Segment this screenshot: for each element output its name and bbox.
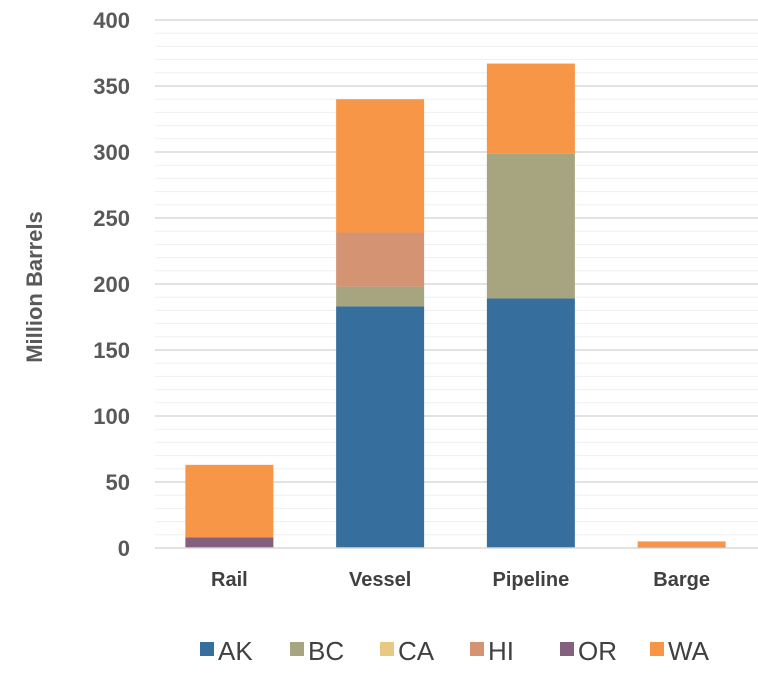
bar-vessel-bc: [336, 286, 425, 307]
y-tick-label: 50: [106, 470, 130, 495]
bar-pipeline-wa: [486, 63, 575, 154]
bar-vessel-ak: [336, 306, 425, 548]
legend-label-wa: WA: [668, 636, 710, 666]
y-tick-label: 100: [93, 404, 130, 429]
x-axis-labels: Rail Vessel Pipeline Barge: [211, 569, 710, 591]
gridlines: [155, 19, 758, 536]
legend-label-bc: BC: [308, 636, 344, 666]
bar-pipeline-bc: [486, 153, 575, 299]
y-tick-label: 0: [118, 536, 130, 561]
legend-swatch-or: [560, 642, 574, 656]
bar-rail-wa: [185, 464, 274, 538]
y-tick-label: 350: [93, 74, 130, 99]
y-axis-title: Million Barrels: [22, 211, 47, 363]
legend-label-hi: HI: [488, 636, 514, 666]
bars: [185, 63, 726, 548]
bar-vessel-wa: [336, 99, 425, 233]
y-axis-ticks: 0 50 100 150 200 250 300 350 400: [93, 8, 130, 561]
legend-swatch-wa: [650, 642, 664, 656]
y-tick-label: 250: [93, 206, 130, 231]
y-tick-label: 300: [93, 140, 130, 165]
x-category-label: Pipeline: [493, 569, 570, 591]
x-category-label: Vessel: [349, 569, 411, 591]
legend-label-or: OR: [578, 636, 617, 666]
legend: AK BC CA HI OR WA: [200, 636, 710, 666]
bar-vessel-hi: [336, 232, 425, 287]
bar-barge-wa: [637, 541, 726, 547]
bar-rail-or: [185, 537, 274, 548]
legend-label-ak: AK: [218, 636, 253, 666]
y-tick-label: 400: [93, 8, 130, 33]
bar-pipeline-ak: [486, 298, 575, 548]
x-category-label: Rail: [211, 569, 248, 591]
legend-swatch-bc: [290, 642, 304, 656]
y-tick-label: 200: [93, 272, 130, 297]
legend-swatch-ca: [380, 642, 394, 656]
legend-label-ca: CA: [398, 636, 435, 666]
x-category-label: Barge: [653, 569, 710, 591]
legend-swatch-ak: [200, 642, 214, 656]
y-tick-label: 150: [93, 338, 130, 363]
legend-swatch-hi: [470, 642, 484, 656]
